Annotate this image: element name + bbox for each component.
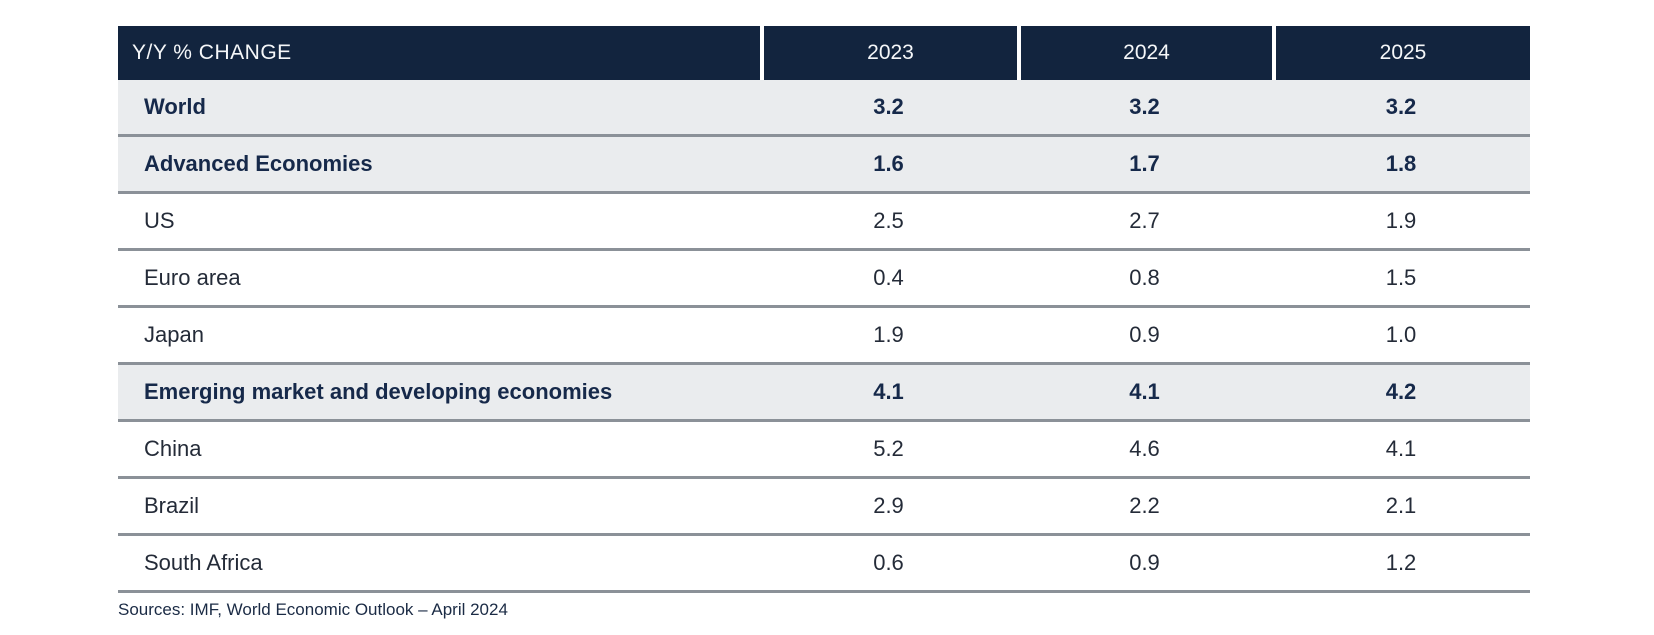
table-row-emerging-markets: Emerging market and developing economies…: [118, 365, 1530, 422]
table-row-world: World 3.2 3.2 3.2: [118, 80, 1530, 137]
table-header-row: Y/Y % CHANGE 2023 2024 2025: [118, 26, 1530, 80]
row-value-2023: 1.6: [873, 151, 904, 176]
row-label: World: [144, 94, 206, 119]
row-value-2024: 4.1: [1129, 379, 1160, 404]
row-value-2025: 1.2: [1385, 550, 1417, 575]
table-header-year-2025: 2025: [1272, 26, 1530, 80]
row-label: US: [144, 208, 175, 233]
row-value-2024: 3.2: [1129, 94, 1160, 119]
table-row-euro-area: Euro area 0.4 0.8 1.5: [118, 251, 1530, 308]
row-value-2025: 4.2: [1385, 379, 1417, 404]
table-header-year-2024: 2024: [1017, 26, 1272, 80]
row-value-2023: 5.2: [873, 436, 904, 461]
row-value-2023: 2.5: [873, 208, 904, 233]
row-value-2024: 1.7: [1129, 151, 1160, 176]
row-label: South Africa: [144, 550, 263, 575]
table-row-south-africa: South Africa 0.6 0.9 1.2: [118, 536, 1530, 593]
table-row-china: China 5.2 4.6 4.1: [118, 422, 1530, 479]
row-value-2025: 1.8: [1385, 151, 1417, 176]
row-value-2025: 1.5: [1385, 265, 1417, 290]
row-value-2025: 2.1: [1385, 493, 1417, 518]
row-value-2024: 0.9: [1129, 550, 1160, 575]
source-attribution: Sources: IMF, World Economic Outlook – A…: [118, 600, 508, 619]
row-value-2023: 0.6: [873, 550, 904, 575]
row-value-2024: 0.9: [1129, 322, 1160, 347]
row-label: Japan: [144, 322, 204, 347]
row-value-2025: 1.0: [1385, 322, 1417, 347]
row-value-2025: 4.1: [1385, 436, 1417, 461]
table-row-brazil: Brazil 2.9 2.2 2.1: [118, 479, 1530, 536]
row-value-2024: 2.2: [1129, 493, 1160, 518]
row-value-2025: 3.2: [1385, 94, 1417, 119]
table-row-japan: Japan 1.9 0.9 1.0: [118, 308, 1530, 365]
table-header-year-2023: 2023: [760, 26, 1017, 80]
gdp-growth-table: Y/Y % CHANGE 2023 2024 2025 World 3.2 3.…: [118, 26, 1530, 593]
row-value-2023: 3.2: [873, 94, 904, 119]
row-value-2023: 2.9: [873, 493, 904, 518]
row-label: Brazil: [144, 493, 200, 518]
row-value-2023: 1.9: [873, 322, 904, 347]
row-value-2023: 4.1: [873, 379, 904, 404]
table-header-metric-label: Y/Y % CHANGE: [132, 41, 292, 64]
row-value-2023: 0.4: [873, 265, 904, 290]
row-label: Emerging market and developing economies: [144, 379, 613, 404]
table-row-us: US 2.5 2.7 1.9: [118, 194, 1530, 251]
row-value-2024: 4.6: [1129, 436, 1160, 461]
row-value-2024: 2.7: [1129, 208, 1160, 233]
row-label: Advanced Economies: [144, 151, 373, 176]
table-row-advanced-economies: Advanced Economies 1.6 1.7 1.8: [118, 137, 1530, 194]
row-label: Euro area: [144, 265, 241, 290]
row-value-2025: 1.9: [1385, 208, 1417, 233]
row-value-2024: 0.8: [1129, 265, 1160, 290]
row-label: China: [144, 436, 202, 461]
